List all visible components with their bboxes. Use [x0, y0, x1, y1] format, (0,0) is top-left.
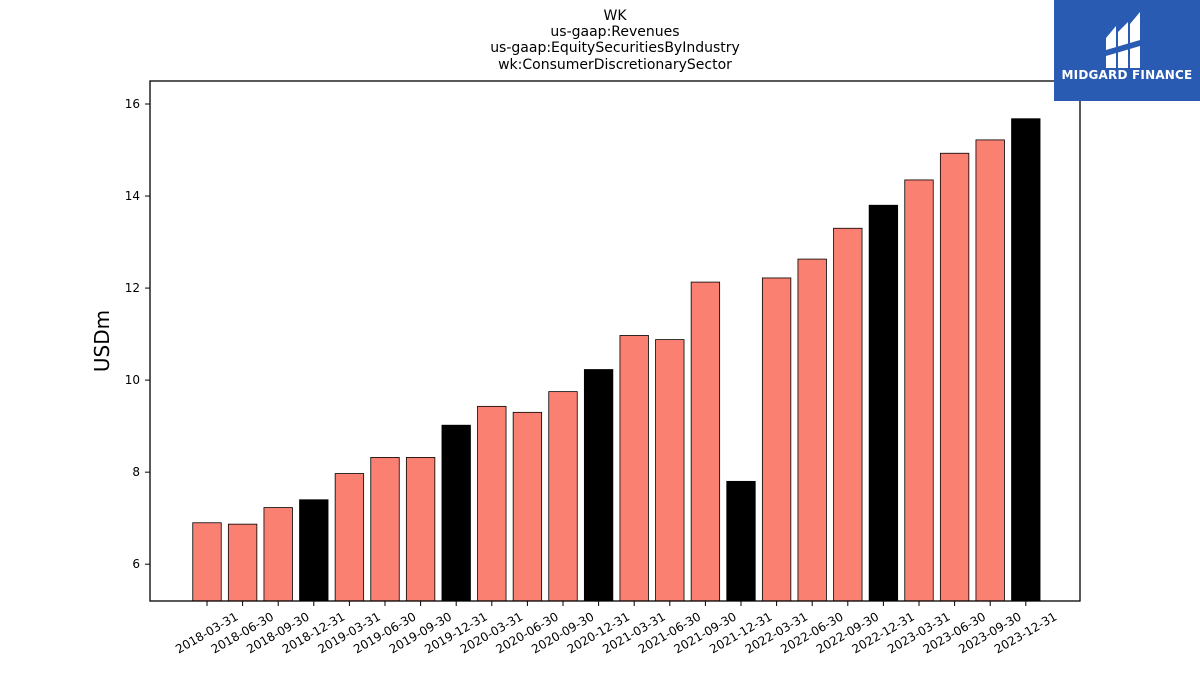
- y-tick-label: 10: [125, 373, 140, 387]
- bar-2019-12-31: [441, 424, 471, 602]
- bar-2022-09-30: [833, 227, 863, 602]
- bar-2021-06-30: [655, 339, 685, 602]
- y-tick-label: 12: [125, 281, 140, 295]
- bar-2022-03-31: [761, 277, 792, 602]
- title-line-3: us-gaap:EquitySecuritiesByIndustry: [490, 40, 740, 56]
- bars-group: [192, 118, 1041, 602]
- y-axis-label: USDm: [90, 310, 114, 372]
- bar-2021-12-31: [726, 480, 756, 602]
- logo-mark-icon: [1106, 12, 1140, 68]
- logo-text: MIDGARD FINANCE: [1061, 68, 1193, 82]
- plot-frame: [149, 80, 1081, 602]
- bar-2021-09-30: [690, 281, 721, 602]
- bar-2018-06-30: [227, 523, 258, 602]
- brand-logo: MIDGARD FINANCE: [1054, 0, 1200, 101]
- y-tick-label: 6: [132, 557, 140, 571]
- bar-2023-12-31: [1011, 118, 1041, 602]
- bar-2020-12-31: [583, 369, 614, 602]
- bar-2018-03-31: [192, 522, 222, 602]
- bar-2021-03-31: [619, 335, 649, 602]
- bar-2023-09-30: [975, 139, 1005, 602]
- bar-2019-03-31: [334, 473, 365, 602]
- title-line-4: wk:ConsumerDiscretionarySector: [498, 57, 732, 73]
- x-ticks-group: 2018-03-312018-06-302018-09-302018-12-31…: [173, 601, 1059, 656]
- title-line-1: WK: [603, 8, 627, 24]
- bar-2022-12-31: [868, 204, 899, 602]
- bar-2018-09-30: [263, 507, 293, 602]
- bar-2023-06-30: [939, 152, 970, 602]
- bar-2022-06-30: [797, 258, 827, 602]
- chart-title: WK us-gaap:Revenues us-gaap:EquitySecuri…: [490, 8, 740, 73]
- bar-2019-09-30: [405, 457, 436, 602]
- y-tick-label: 14: [125, 189, 140, 203]
- bar-2020-03-31: [477, 405, 507, 602]
- bar-2020-09-30: [548, 391, 578, 602]
- bar-2018-12-31: [299, 499, 329, 602]
- bar-2019-06-30: [370, 457, 400, 602]
- y-tick-label: 16: [125, 97, 140, 111]
- title-line-2: us-gaap:Revenues: [550, 24, 679, 40]
- y-tick-label: 8: [132, 465, 140, 479]
- bar-2020-06-30: [512, 411, 543, 602]
- y-ticks-group: 6 8 10 12 14 16: [125, 97, 150, 571]
- bar-2023-03-31: [904, 179, 934, 602]
